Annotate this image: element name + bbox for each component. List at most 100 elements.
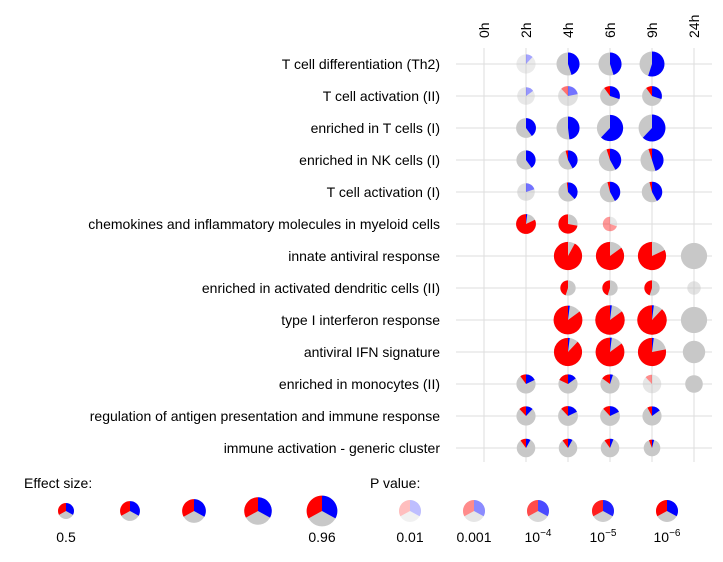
legend-pvalue-pie-1-down <box>474 500 486 517</box>
grid-lines <box>456 48 712 462</box>
pie-r3-c1-down <box>526 150 536 168</box>
pie-r2-c2-down <box>568 116 580 140</box>
pie-r9-c3-down <box>610 337 612 352</box>
pie-r12-c2-down <box>568 438 573 448</box>
pie-r5-c1-down <box>526 214 528 224</box>
legend-effect-pie-2 <box>182 499 206 523</box>
pie-r1-c2-up <box>561 86 568 96</box>
legend-effect-pie-3-up <box>244 497 258 518</box>
pie-r9-c4 <box>637 337 667 367</box>
pie-r6-c4-up <box>637 241 667 271</box>
pie-r10-c5 <box>685 375 703 393</box>
pie-r6-c3-up <box>595 241 625 271</box>
column-label-2h: 2h <box>518 22 534 38</box>
legend-pvalue-pie-1-rest <box>463 500 485 522</box>
row-label: regulation of antigen presentation and i… <box>90 408 440 424</box>
pie-r4-c4 <box>641 181 663 203</box>
pie-r12-c1 <box>516 438 536 458</box>
pie-r1-c4 <box>642 86 662 106</box>
pie-r0-c4 <box>639 51 665 77</box>
pie-r11-c4-up <box>647 406 652 416</box>
pie-r5-c3-rest <box>602 216 618 232</box>
pie-r7-c5-rest <box>687 281 701 295</box>
pie-r4-c4-down <box>652 181 663 201</box>
pie-r3-c2-up <box>565 150 568 160</box>
pie-r12-c1-down <box>526 438 531 448</box>
legend-effect-pie-4 <box>306 495 338 527</box>
pie-r4-c3 <box>599 181 621 203</box>
pie-r6-c2 <box>553 241 583 271</box>
legend-pvalue-label: 10−4 <box>525 528 552 545</box>
pie-r10-c3 <box>600 374 620 394</box>
legend-p-value: P value: 0.01 0.001 10−4 10−5 10−6 <box>370 475 681 545</box>
pie-r9-c5 <box>682 340 706 364</box>
pie-r7-c5 <box>687 281 701 295</box>
legend-pvalue-pie-0-up <box>398 500 410 517</box>
legend-effect-pie-0 <box>58 503 74 519</box>
pie-r2-c4 <box>638 114 666 142</box>
pie-r6-c3 <box>595 241 625 271</box>
column-label-4h: 4h <box>560 22 576 38</box>
pie-r1-c2-down <box>568 86 578 96</box>
pie-r8-c5 <box>680 306 708 334</box>
pie-r4-c1-down <box>526 183 535 192</box>
legend-effect-title: Effect size: <box>24 475 92 491</box>
legend-effect-size: Effect size: 0.5 0.96 <box>24 475 338 545</box>
pie-r12-c3-down <box>610 438 614 448</box>
pie-r3-c3 <box>598 148 622 172</box>
pie-r8-c2 <box>553 305 583 335</box>
row-label: enriched in activated dendritic cells (I… <box>202 280 440 296</box>
column-label-6h: 6h <box>602 22 618 38</box>
pie-r9-c2-up <box>553 337 583 367</box>
legend-pvalue-label: 10−6 <box>654 528 681 545</box>
pie-r11-c4 <box>642 406 662 426</box>
pie-r3-c2 <box>558 150 578 170</box>
legend-pvalue-title: P value: <box>370 475 420 491</box>
pie-r10-c3-down <box>610 374 613 384</box>
row-label: type I interferon response <box>281 312 440 328</box>
pie-r7-c2 <box>560 280 576 296</box>
pie-cells <box>516 51 708 458</box>
pie-r6-c4 <box>637 241 667 271</box>
pie-r11-c2-down <box>568 406 577 416</box>
legend-pvalue-pie-2-down <box>538 500 550 517</box>
pie-r2-c4-down <box>642 114 666 142</box>
pie-r10-c4-rest <box>642 374 662 394</box>
row-label: T cell differentiation (Th2) <box>282 56 440 72</box>
pie-r3-c3-up <box>606 148 610 160</box>
pie-r10-c1 <box>516 374 536 394</box>
pie-r2-c3 <box>596 114 624 142</box>
row-labels: T cell differentiation (Th2) T cell activ… <box>88 56 440 456</box>
row-label: T cell activation (I) <box>327 184 440 200</box>
legend-pvalue-pie-4 <box>655 500 679 522</box>
pie-r7-c2-up <box>560 280 568 296</box>
pie-r4-c3-down <box>610 181 621 201</box>
legend-pvalue-pie-3-down <box>603 500 615 517</box>
column-label-9h: 9h <box>644 22 660 38</box>
pie-r4-c2 <box>558 182 578 202</box>
pie-r11-c2-up <box>561 406 568 416</box>
pie-r10-c5-rest <box>685 375 703 393</box>
legend-pvalue-pie-0-rest <box>399 500 421 522</box>
pie-r2-c1-down <box>526 118 536 137</box>
legend-pvalue-pie-0 <box>398 500 422 522</box>
pie-r1-c1-down <box>526 87 534 96</box>
pie-r4-c3-up <box>607 181 610 192</box>
pie-r10-c2-down <box>568 374 576 384</box>
pie-r10-c3-up <box>602 374 610 384</box>
pie-r8-c4-up <box>637 305 667 335</box>
pie-r10-c4 <box>642 374 662 394</box>
legend-effect-pie-2-down <box>194 499 206 517</box>
pie-r5-c1 <box>516 214 536 234</box>
pie-r12-c1-up <box>520 438 526 448</box>
pie-r4-c2-up <box>566 182 568 192</box>
pie-r10-c2-up <box>559 374 568 384</box>
legend-effect-pie-0-up <box>58 503 66 515</box>
legend-effect-pie-1-up <box>120 501 130 516</box>
legend-pvalue-pie-3-up <box>591 500 603 517</box>
legend-effect-pie-3 <box>244 497 272 525</box>
pie-r5-c2-up <box>558 214 578 234</box>
pie-r1-c3-down <box>610 86 620 100</box>
pie-r8-c3-up <box>595 305 625 335</box>
